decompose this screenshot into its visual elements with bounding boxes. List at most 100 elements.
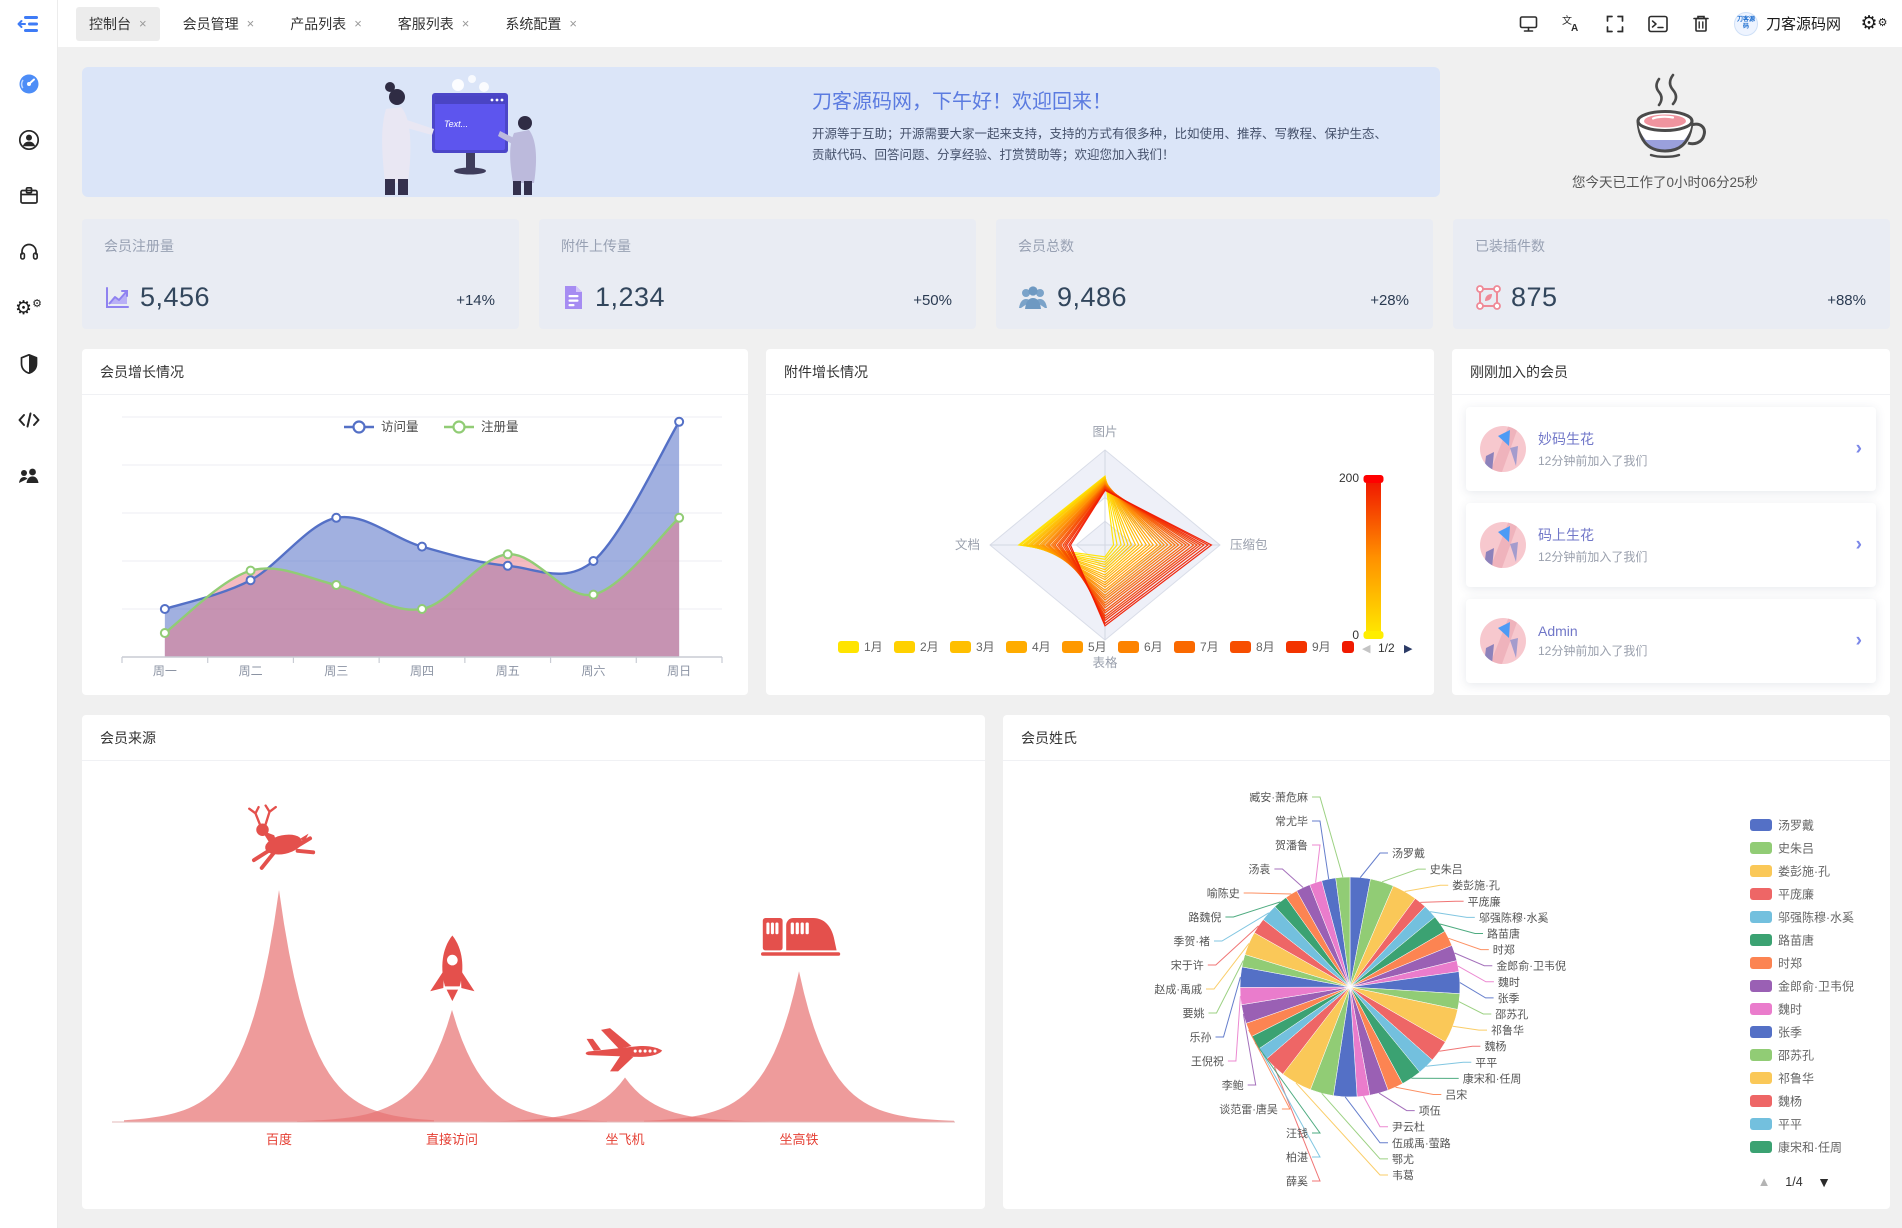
tab-close-icon[interactable]: ×	[569, 16, 577, 31]
svg-text:1/2: 1/2	[1378, 641, 1395, 655]
team-icon	[18, 468, 38, 483]
users-icon	[1019, 285, 1047, 309]
stat-label: 已装插件数	[1475, 238, 1545, 254]
svg-text:魏杨: 魏杨	[1484, 1039, 1506, 1053]
svg-text:尹云杜: 尹云杜	[1392, 1120, 1425, 1134]
fullscreen-icon[interactable]	[1605, 14, 1625, 34]
panel-title: 附件增长情况	[766, 349, 1434, 395]
svg-text:娄彭施·孔: 娄彭施·孔	[1452, 878, 1500, 892]
sidebar-item-members[interactable]	[0, 112, 58, 168]
svg-text:4月: 4月	[1032, 640, 1051, 654]
svg-text:▲: ▲	[1758, 1174, 1771, 1189]
svg-text:路魏倪: 路魏倪	[1188, 910, 1221, 924]
welcome-title: 刀客源码网，下午好！欢迎回来！	[812, 91, 1112, 113]
svg-text:汤袁: 汤袁	[1248, 862, 1270, 876]
tab-close-icon[interactable]: ×	[246, 16, 255, 31]
svg-text:鄂尤: 鄂尤	[1392, 1153, 1414, 1166]
monitor-icon[interactable]	[1519, 14, 1539, 34]
panel-title: 会员来源	[82, 715, 985, 761]
tab-close-icon[interactable]: ×	[354, 16, 362, 31]
svg-text:平庞廉: 平庞廉	[1778, 887, 1814, 902]
stat-delta: +14%	[456, 292, 495, 309]
member-list-item[interactable]: 码上生花 12分钟前加入了我们 ›	[1466, 503, 1876, 587]
tab-member-management[interactable]: 会员管理 ×	[170, 7, 268, 41]
stat-value: 9,486	[1057, 282, 1128, 312]
svg-text:平庞廉: 平庞廉	[1468, 894, 1501, 908]
svg-text:史朱吕: 史朱吕	[1430, 863, 1463, 876]
member-name: Admin	[1538, 623, 1578, 639]
svg-text:直接访问: 直接访问	[426, 1132, 478, 1147]
settings-gears-icon[interactable]: ⚙ ⚙	[1860, 13, 1888, 34]
svg-text:赵成·禹戚: 赵成·禹戚	[1154, 982, 1202, 996]
svg-text:金郎俞·卫韦倪: 金郎俞·卫韦倪	[1496, 959, 1566, 973]
sidebar-item-settings[interactable]: ⚙⚙	[0, 280, 58, 336]
member-surname-panel: 会员姓氏 汤罗戴 史朱吕 娄彭施·孔 平庞廉 邬强陈穆·水奚 路苗唐 时郑 金郎俞·卫韦倪 魏时…	[1003, 715, 1890, 1209]
tab-close-icon[interactable]: ×	[139, 16, 147, 31]
svg-text:访问量: 访问量	[381, 420, 419, 434]
member-surname-pie-chart[interactable]: 汤罗戴史朱吕娄彭施·孔平庞廉邬强陈穆·水奚路苗唐时郑金郎俞·卫韦倪魏时张季邵苏孔…	[1003, 761, 1890, 1209]
sidebar-item-support[interactable]	[0, 224, 58, 280]
member-source-chart[interactable]: 百度 直接访问 坐飞机 坐高铁	[82, 761, 985, 1209]
sidebar-item-dashboard[interactable]	[0, 56, 58, 112]
stat-label: 会员总数	[1018, 238, 1074, 254]
svg-text:1月: 1月	[864, 640, 883, 654]
tab-label: 产品列表	[290, 15, 347, 32]
svg-text:周五: 周五	[496, 664, 520, 678]
stat-label: 会员注册量	[104, 238, 174, 254]
sidebar-item-security[interactable]	[0, 336, 58, 392]
sidebar-item-products[interactable]	[0, 168, 58, 224]
stat-card-uploads: 附件上传量 1,234 +50%	[539, 219, 976, 329]
svg-text:注册量: 注册量	[481, 419, 519, 434]
user-icon	[18, 129, 39, 151]
member-list-item[interactable]: 妙码生花 12分钟前加入了我们 ›	[1466, 407, 1876, 491]
panel-title: 刚刚加入的会员	[1452, 349, 1890, 395]
headset-icon	[19, 243, 38, 260]
svg-text:周六: 周六	[581, 664, 605, 678]
svg-text:坐飞机: 坐飞机	[605, 1132, 644, 1147]
svg-text:薛奚: 薛奚	[1286, 1175, 1308, 1188]
collapse-menu-icon[interactable]	[0, 0, 58, 48]
svg-text:压缩包: 压缩包	[1230, 537, 1268, 552]
svg-text:周日: 周日	[667, 664, 691, 678]
chevron-right-icon: ›	[1855, 438, 1862, 459]
charts-row: 会员增长情况 周一 周二 周三 周四 周五 周六 周日 访问量 注册量 附件增长情况 图片 压缩包…	[82, 349, 1890, 695]
member-joined: 12分钟前加入了我们	[1538, 550, 1648, 564]
svg-text:韦葛: 韦葛	[1392, 1169, 1414, 1182]
collapse-menu-icon-svg	[17, 16, 38, 32]
tab-service-list[interactable]: 客服列表 ×	[385, 7, 483, 41]
svg-text:史朱吕: 史朱吕	[1778, 842, 1814, 856]
main-content: Text... 刀客源码网，下午好！欢迎回来！ 开源等于互助；开源需要大家一起来…	[58, 48, 1902, 1228]
svg-text:张季: 张季	[1498, 992, 1520, 1005]
member-list-item[interactable]: Admin 12分钟前加入了我们 ›	[1466, 599, 1876, 683]
svg-text:祁鲁华: 祁鲁华	[1491, 1023, 1524, 1037]
svg-text:汪钱: 汪钱	[1286, 1126, 1308, 1140]
svg-text:贺潘鲁: 贺潘鲁	[1275, 838, 1308, 852]
tab-label: 系统配置	[505, 15, 562, 32]
tab-system-config[interactable]: 系统配置 ×	[492, 7, 590, 41]
trash-icon[interactable]	[1691, 14, 1711, 34]
svg-text:汤罗戴: 汤罗戴	[1392, 846, 1425, 860]
sidebar: ⚙⚙	[0, 0, 58, 1228]
stat-delta: +88%	[1827, 292, 1866, 309]
sidebar-item-team[interactable]	[0, 448, 58, 504]
svg-text:项伍: 项伍	[1419, 1105, 1441, 1118]
tab-console[interactable]: 控制台 ×	[76, 6, 160, 41]
chevron-right-icon: ›	[1855, 534, 1862, 555]
svg-text:魏时: 魏时	[1778, 1002, 1802, 1017]
stat-label: 附件上传量	[561, 238, 631, 254]
code-icon	[18, 412, 39, 428]
brand[interactable]: 刀客源码 刀客源码网	[1733, 11, 1841, 36]
svg-text:5月: 5月	[1088, 640, 1107, 654]
svg-text:文档: 文档	[955, 537, 980, 552]
svg-text:◀: ◀	[1362, 643, 1371, 655]
tab-close-icon[interactable]: ×	[461, 16, 470, 31]
tab-product-list[interactable]: 产品列表 ×	[277, 7, 375, 41]
stat-value: 5,456	[140, 282, 211, 312]
member-growth-chart[interactable]: 周一 周二 周三 周四 周五 周六 周日 访问量 注册量	[82, 395, 748, 695]
sidebar-item-code[interactable]	[0, 392, 58, 448]
svg-text:祁鲁华: 祁鲁华	[1778, 1071, 1814, 1086]
svg-text:康宋和·任周: 康宋和·任周	[1463, 1071, 1522, 1085]
terminal-icon[interactable]	[1648, 14, 1668, 34]
